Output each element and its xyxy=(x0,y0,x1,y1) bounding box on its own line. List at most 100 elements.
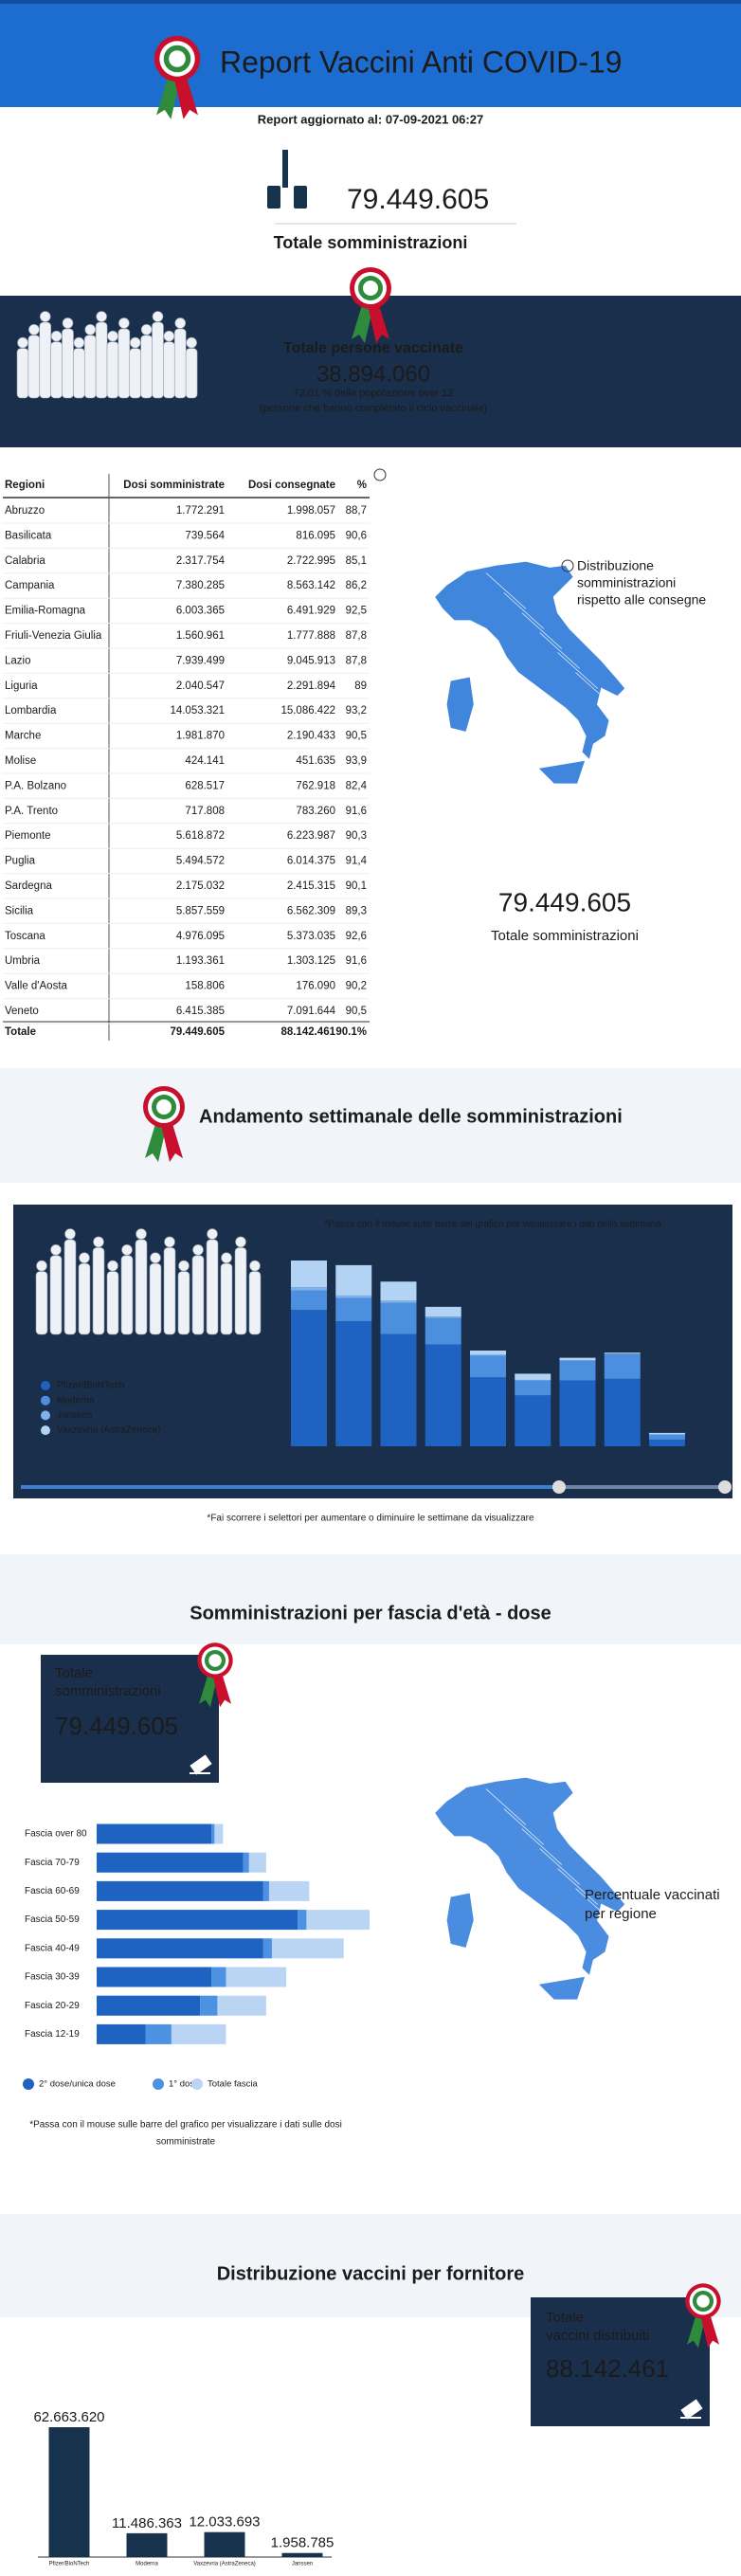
y-tick-label: Fascia 60-69 xyxy=(25,1886,80,1896)
rosette xyxy=(154,35,201,119)
table-cell: Piemonte xyxy=(5,830,51,842)
legend-marker xyxy=(153,2078,164,2090)
bar xyxy=(97,2023,146,2044)
box-label: Totale xyxy=(546,2310,584,2326)
crowd-figure xyxy=(95,321,108,399)
page-title: Report Vaccini Anti COVID-19 xyxy=(220,45,622,79)
crowd-figure xyxy=(73,336,85,349)
weekly-panel xyxy=(13,1205,732,1498)
bar-segment xyxy=(515,1379,551,1381)
bar-segment xyxy=(559,1360,596,1361)
table-cell: 15.086.422 xyxy=(280,705,335,717)
table-cell: 92,5 xyxy=(346,606,367,617)
bar xyxy=(97,1938,263,1959)
crowd-figure xyxy=(207,1228,218,1240)
map-border xyxy=(485,1788,527,1825)
map-border xyxy=(539,632,580,669)
rosette xyxy=(143,1086,185,1162)
column-header: Dosi consegnate xyxy=(248,480,335,491)
map-region xyxy=(536,1975,587,2001)
section-band xyxy=(0,1554,741,1644)
table-cell: 2.722.995 xyxy=(287,555,335,567)
table-cell: 82,4 xyxy=(346,780,368,791)
map-caption: per regione xyxy=(585,1906,657,1922)
table-cell: 2.040.547 xyxy=(176,680,225,692)
table-cell: 2.415.315 xyxy=(287,880,335,892)
table-cell: 2.190.433 xyxy=(287,731,335,742)
slider-handle[interactable] xyxy=(718,1480,732,1494)
table-cell: 2.175.032 xyxy=(176,880,225,892)
bar-segment xyxy=(425,1344,461,1446)
table-cell: 1.981.870 xyxy=(176,731,225,742)
bar xyxy=(200,1995,218,2016)
table-cell: Veneto xyxy=(5,1006,39,1017)
map-region xyxy=(445,1892,476,1950)
table-total: 79.449.605 xyxy=(170,1026,225,1038)
section-title: Distribuzione vaccini per fornitore xyxy=(217,2263,525,2284)
crowd-figure xyxy=(150,1252,161,1263)
table-cell: 762.918 xyxy=(296,780,335,791)
bar-segment xyxy=(291,1290,327,1311)
bar-segment xyxy=(515,1395,551,1446)
bar-segment xyxy=(649,1439,685,1446)
crowd-figure xyxy=(191,1255,205,1335)
bar xyxy=(298,1910,307,1931)
column-header: Dosi somministrate xyxy=(123,480,225,491)
table-cell: 1.193.361 xyxy=(176,955,225,967)
legend-marker xyxy=(191,2078,203,2090)
crowd-figure xyxy=(93,1236,104,1248)
table-cell: 86,2 xyxy=(346,580,367,591)
map-border xyxy=(575,672,616,709)
rosette-center xyxy=(156,1099,172,1115)
map-border xyxy=(521,612,563,649)
legend-label: 2° dose/unica dose xyxy=(39,2079,116,2090)
crowd-figure xyxy=(39,321,52,399)
table-cell: Abruzzo xyxy=(5,505,45,517)
header-stripe xyxy=(0,0,741,4)
slider-handle[interactable] xyxy=(552,1480,566,1494)
legend-label: Vaxzevria (AstraZeneca) xyxy=(57,1425,160,1436)
value-label: 1.958.785 xyxy=(271,2535,334,2551)
bar xyxy=(97,1823,212,1844)
table-cell: 8.563.142 xyxy=(287,580,335,591)
vaccinated-value: 38.894.060 xyxy=(316,361,430,387)
table-cell: 93,9 xyxy=(346,755,367,767)
bar-segment xyxy=(425,1316,461,1318)
table-cell: P.A. Trento xyxy=(5,806,58,817)
table-cell: 87,8 xyxy=(346,630,367,642)
crowd-figure xyxy=(221,1252,232,1263)
crowd-figure xyxy=(50,341,63,399)
table-cell: 90,3 xyxy=(346,830,367,842)
y-tick-label: Fascia 30-39 xyxy=(25,1972,80,1983)
table-cell: 89,3 xyxy=(346,905,367,916)
rosette-center xyxy=(208,1654,222,1667)
map-border xyxy=(557,1868,598,1905)
bar-segment xyxy=(335,1297,372,1322)
table-cell: Umbria xyxy=(5,955,41,967)
map-border xyxy=(503,1808,545,1845)
map-border xyxy=(557,652,598,689)
bar-segment xyxy=(604,1353,641,1354)
map-total-label: Totale somministrazioni xyxy=(491,928,639,944)
rosette xyxy=(350,267,391,343)
box-value: 88.142.461 xyxy=(546,2354,669,2383)
section-title: Somministrazioni per fascia d'età - dose xyxy=(190,1603,551,1624)
crowd-figure xyxy=(107,330,118,342)
table-cell: 424.141 xyxy=(185,755,225,767)
table-cell: 91,4 xyxy=(346,856,368,867)
table-total: 88.142.461 xyxy=(280,1026,335,1038)
crowd-figure xyxy=(39,311,51,322)
table-cell: 6.491.929 xyxy=(287,606,335,617)
crowd-figure xyxy=(164,1236,175,1248)
crowd-figure xyxy=(107,1260,118,1272)
crowd-figure xyxy=(117,328,131,399)
legend-label: 1° dose xyxy=(169,2079,199,2090)
crowd-figure xyxy=(177,1271,190,1335)
table-cell: 5.857.559 xyxy=(176,905,225,916)
table-cell: 6.562.309 xyxy=(287,905,335,916)
map-region xyxy=(433,1776,626,1978)
table-cell: 14.053.321 xyxy=(170,705,225,717)
box-label: somministrazioni xyxy=(55,1683,161,1699)
value-label: 62.663.620 xyxy=(33,2409,104,2425)
